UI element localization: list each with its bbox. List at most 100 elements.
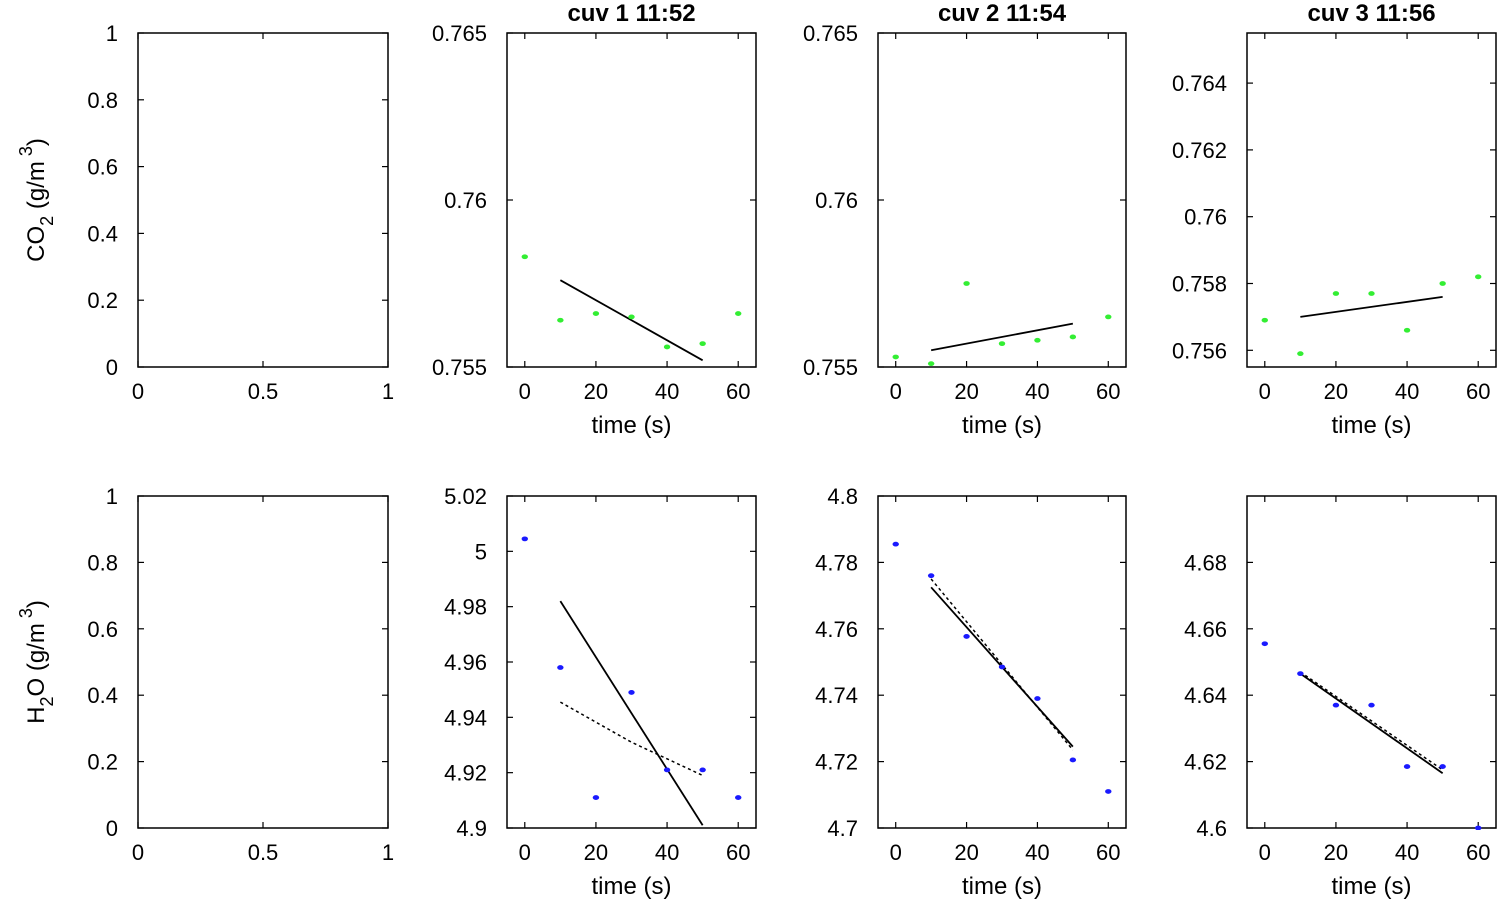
- x-tick-label: 60: [1096, 840, 1120, 865]
- panel-title: cuv 3 11:56: [1307, 0, 1435, 27]
- y-tick-label: 0: [106, 816, 118, 841]
- x-tick-label: 0: [890, 840, 902, 865]
- y-tick-label: 4.92: [444, 761, 487, 786]
- data-point: [927, 573, 935, 579]
- data-point: [998, 341, 1006, 347]
- y-tick-label: 0.758: [1172, 272, 1227, 297]
- fit-line-dotted: [1299, 671, 1444, 771]
- y-tick-label: 5.02: [444, 484, 487, 509]
- plot-frame: [137, 32, 389, 368]
- y-axis-label-prefix: H: [23, 707, 50, 724]
- panel-title: cuv 1 11:52: [567, 0, 695, 27]
- data-point: [521, 254, 528, 260]
- x-tick-label: 40: [1025, 840, 1049, 865]
- y-tick-label: 4.76: [815, 617, 858, 642]
- data-point: [521, 536, 528, 542]
- x-axis-label: time (s): [1332, 873, 1412, 900]
- data-point: [1261, 317, 1268, 323]
- data-point: [1332, 702, 1340, 708]
- x-tick-label: 0: [1259, 379, 1271, 404]
- y-axis-label-suffix: ): [23, 138, 50, 146]
- data-point: [1069, 334, 1077, 340]
- y-axis-label-mid: O (g/m: [23, 623, 50, 696]
- y-tick-label: 0.4: [87, 221, 118, 246]
- data-point: [1368, 291, 1375, 296]
- data-point: [663, 767, 671, 773]
- data-layer: [1261, 641, 1482, 830]
- data-point: [628, 690, 635, 695]
- plot-frame: [137, 495, 389, 829]
- data-point: [927, 361, 935, 367]
- x-tick-label: 20: [584, 840, 608, 865]
- data-point: [1439, 281, 1446, 286]
- y-axis-label-mid: (g/m: [23, 161, 50, 216]
- x-tick-label: 0: [132, 840, 144, 865]
- x-tick-label: 40: [1395, 379, 1419, 404]
- x-tick-label: 20: [584, 379, 608, 404]
- data-point: [892, 354, 899, 360]
- y-tick-label: 4.9: [456, 816, 487, 841]
- data-point: [1034, 337, 1041, 343]
- plot-frame: [1246, 32, 1497, 368]
- chart-panel-co2-1: 0 20 40 60 0.755 0.76 0.765 cuv 1 11:52 time (s): [432, 0, 757, 439]
- chart-panel-h2o-2: 0 20 40 60 4.7 4.72 4.74 4.76 4.78 4.8 time (s): [815, 484, 1127, 900]
- y-tick-label: 4.8: [827, 484, 858, 509]
- y-tick-label: 0.755: [803, 355, 858, 380]
- data-point: [1332, 291, 1340, 296]
- chart-panel-h2o-0: 0 0.5 1 0 0.2 0.4 0.6 0.8 1 H2O (g/m 3): [16, 484, 394, 865]
- y-tick-label: 0.2: [87, 750, 118, 775]
- x-tick-label: 60: [1466, 840, 1490, 865]
- data-layer: [521, 254, 742, 362]
- data-point: [963, 281, 970, 286]
- x-tick-label: 40: [1025, 379, 1049, 404]
- x-tick-label: 0.5: [248, 840, 279, 865]
- x-axis-label: time (s): [592, 412, 672, 439]
- plot-frame: [1246, 495, 1497, 829]
- y-tick-label: 0.765: [803, 21, 858, 46]
- y-tick-label: 0.6: [87, 617, 118, 642]
- chart-panel-co2-2: 0 20 40 60 0.755 0.76 0.765 cuv 2 11:54 time (s): [803, 0, 1127, 439]
- y-tick-label: 0.756: [1172, 338, 1227, 363]
- data-point: [1034, 696, 1041, 701]
- y-tick-label: 4.74: [815, 683, 858, 708]
- data-point: [735, 311, 742, 316]
- y-tick-label: 0.2: [87, 288, 118, 313]
- plot-frame: [877, 32, 1127, 368]
- fit-line-dotted: [559, 701, 703, 777]
- y-tick-label: 4.96: [444, 650, 487, 675]
- y-axis-label: H2O (g/m 3): [16, 600, 57, 724]
- y-tick-label: 0.8: [87, 550, 118, 575]
- fit-line: [1300, 295, 1443, 318]
- y-tick-label: 4.62: [1184, 750, 1227, 775]
- x-tick-label: 0.5: [248, 379, 279, 404]
- x-tick-label: 40: [1395, 840, 1419, 865]
- data-point: [1439, 764, 1446, 769]
- data-point: [592, 311, 600, 316]
- data-point: [998, 664, 1006, 670]
- x-tick-label: 20: [954, 379, 978, 404]
- y-tick-label: 4.72: [815, 750, 858, 775]
- y-axis-label-sub: 2: [37, 216, 57, 226]
- y-tick-label: 4.94: [444, 705, 487, 730]
- fit-line-dotted: [930, 578, 1074, 751]
- y-tick-label: 0.755: [432, 355, 487, 380]
- x-tick-label: 60: [726, 379, 750, 404]
- data-point: [699, 341, 706, 347]
- data-layer: [892, 281, 1112, 367]
- y-tick-label: 0.76: [444, 188, 487, 213]
- data-point: [663, 344, 671, 350]
- x-tick-label: 0: [1259, 840, 1271, 865]
- x-axis-label: time (s): [1332, 412, 1412, 439]
- y-tick-label: 0.764: [1172, 71, 1227, 96]
- data-layer: [892, 541, 1112, 794]
- y-tick-label: 0.8: [87, 88, 118, 113]
- y-tick-label: 4.66: [1184, 617, 1227, 642]
- data-point: [1403, 327, 1411, 333]
- data-point: [557, 665, 564, 670]
- x-tick-label: 40: [655, 379, 679, 404]
- y-tick-label: 4.6: [1196, 816, 1227, 841]
- y-tick-label: 0.6: [87, 155, 118, 180]
- x-tick-label: 1: [382, 840, 394, 865]
- y-axis-label: CO2 (g/m 3): [16, 138, 57, 262]
